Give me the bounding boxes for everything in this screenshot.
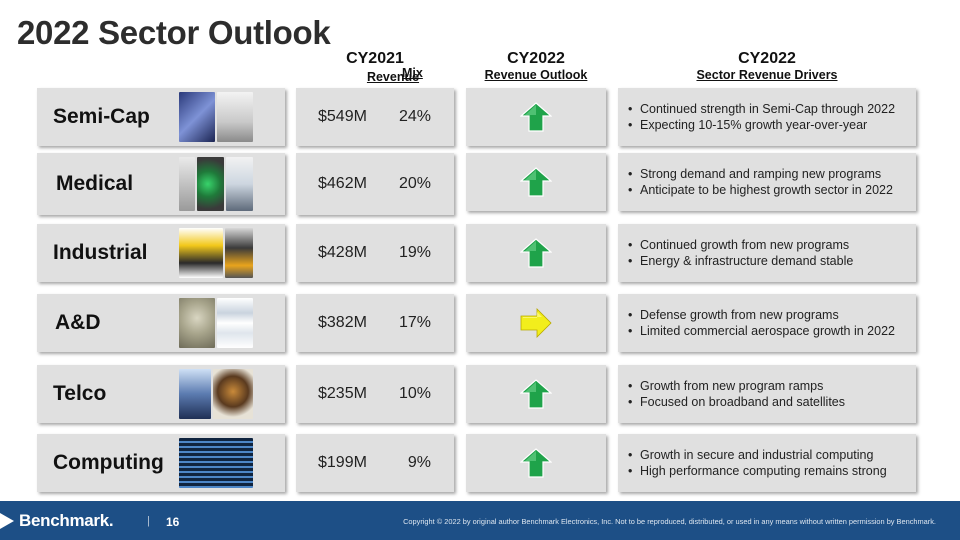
outlook-card-industrial xyxy=(466,224,606,282)
header-outlook-year: CY2022 xyxy=(507,50,565,67)
sector-photo xyxy=(179,92,253,142)
driver-bullet: Anticipate to be highest growth sector i… xyxy=(626,182,893,198)
sector-photo xyxy=(179,228,253,278)
header-mix: Mix xyxy=(402,66,423,80)
revenue-amount: $549M xyxy=(318,108,367,125)
revenue-amount: $199M xyxy=(318,454,367,471)
driver-bullet: Energy & infrastructure demand stable xyxy=(626,253,853,269)
revenue-card-a-and-d: $382M 17% xyxy=(296,294,454,352)
revenue-amount: $235M xyxy=(318,385,367,402)
sector-name: Industrial xyxy=(53,241,148,264)
sector-card-telco: Telco xyxy=(37,365,285,423)
sector-name: Semi-Cap xyxy=(53,105,150,128)
outlook-card-computing xyxy=(466,434,606,492)
sector-name: A&D xyxy=(55,311,101,334)
driver-bullet: Focused on broadband and satellites xyxy=(626,394,845,410)
sector-photo xyxy=(179,369,253,419)
driver-bullet: Growth in secure and industrial computin… xyxy=(626,447,887,463)
up-arrow-icon xyxy=(520,102,552,132)
revenue-amount: $382M xyxy=(318,314,367,331)
revenue-mix: 9% xyxy=(407,454,431,471)
outlook-card-semi-cap xyxy=(466,88,606,146)
drivers-card-a-and-d: Defense growth from new programs Limited… xyxy=(618,294,916,352)
revenue-mix: 10% xyxy=(398,385,431,402)
sector-name: Telco xyxy=(53,382,107,405)
driver-bullet: High performance computing remains stron… xyxy=(626,463,887,479)
drivers-card-medical: Strong demand and ramping new programs A… xyxy=(618,153,916,211)
logo-text: Benchmark. xyxy=(19,511,114,530)
header-drivers-year: CY2022 xyxy=(738,50,796,67)
driver-bullet: Continued growth from new programs xyxy=(626,237,853,253)
up-arrow-icon xyxy=(520,238,552,268)
copyright-notice: Copyright © 2022 by original author Benc… xyxy=(403,517,936,526)
header-revenue: Revenue xyxy=(366,70,420,84)
sector-photo xyxy=(179,157,253,211)
revenue-mix: 24% xyxy=(398,108,431,125)
page-title: 2022 Sector Outlook xyxy=(17,14,331,51)
sector-photo xyxy=(179,438,253,488)
revenue-card-telco: $235M 10% xyxy=(296,365,454,423)
outlook-card-medical xyxy=(466,153,606,211)
header-sector-drivers: CY2022 Sector Revenue Drivers xyxy=(618,50,916,83)
revenue-amount: $428M xyxy=(318,244,367,261)
right-arrow-icon xyxy=(520,308,552,338)
footer-bar: Benchmark. | 16 Copyright © 2022 by orig… xyxy=(0,501,960,540)
outlook-card-a-and-d xyxy=(466,294,606,352)
drivers-card-semi-cap: Continued strength in Semi-Cap through 2… xyxy=(618,88,916,146)
page-number: 16 xyxy=(166,515,180,529)
benchmark-logo: Benchmark. xyxy=(0,511,114,530)
sector-card-semi-cap: Semi-Cap xyxy=(37,88,285,146)
driver-bullet: Limited commercial aerospace growth in 2… xyxy=(626,323,895,339)
up-arrow-icon xyxy=(520,448,552,478)
revenue-mix: 20% xyxy=(398,175,431,192)
footer-separator: | xyxy=(147,515,150,527)
header-drivers-label: Sector Revenue Drivers xyxy=(696,68,838,82)
sector-card-medical: Medical xyxy=(37,153,285,215)
revenue-mix: 19% xyxy=(398,244,431,261)
outlook-card-telco xyxy=(466,365,606,423)
sector-name: Computing xyxy=(53,451,164,474)
sector-name: Medical xyxy=(56,172,134,195)
driver-bullet: Growth from new program ramps xyxy=(626,378,845,394)
drivers-card-telco: Growth from new program ramps Focused on… xyxy=(618,365,916,423)
driver-bullet: Defense growth from new programs xyxy=(626,307,895,323)
up-arrow-icon xyxy=(520,167,552,197)
sector-card-computing: Computing xyxy=(37,434,285,492)
logo-triangle-icon xyxy=(0,513,14,529)
header-cy2021-year: CY2021 xyxy=(346,50,404,67)
driver-bullet: Continued strength in Semi-Cap through 2… xyxy=(626,101,895,117)
revenue-card-industrial: $428M 19% xyxy=(296,224,454,282)
revenue-card-semi-cap: $549M 24% xyxy=(296,88,454,146)
sector-card-a-and-d: A&D xyxy=(37,294,285,352)
revenue-amount: $462M xyxy=(318,175,367,192)
up-arrow-icon xyxy=(520,379,552,409)
header-revenue-outlook: CY2022 Revenue Outlook xyxy=(466,50,606,83)
revenue-card-medical: $462M 20% xyxy=(296,153,454,215)
drivers-card-computing: Growth in secure and industrial computin… xyxy=(618,434,916,492)
revenue-mix: 17% xyxy=(398,314,431,331)
sector-card-industrial: Industrial xyxy=(37,224,285,282)
revenue-card-computing: $199M 9% xyxy=(296,434,454,492)
header-outlook-label: Revenue Outlook xyxy=(484,68,588,82)
driver-bullet: Expecting 10-15% growth year-over-year xyxy=(626,117,895,133)
driver-bullet: Strong demand and ramping new programs xyxy=(626,166,893,182)
header-cy2021: CY2021 Revenue Mix xyxy=(296,50,454,86)
drivers-card-industrial: Continued growth from new programs Energ… xyxy=(618,224,916,282)
sector-photo xyxy=(179,298,253,348)
